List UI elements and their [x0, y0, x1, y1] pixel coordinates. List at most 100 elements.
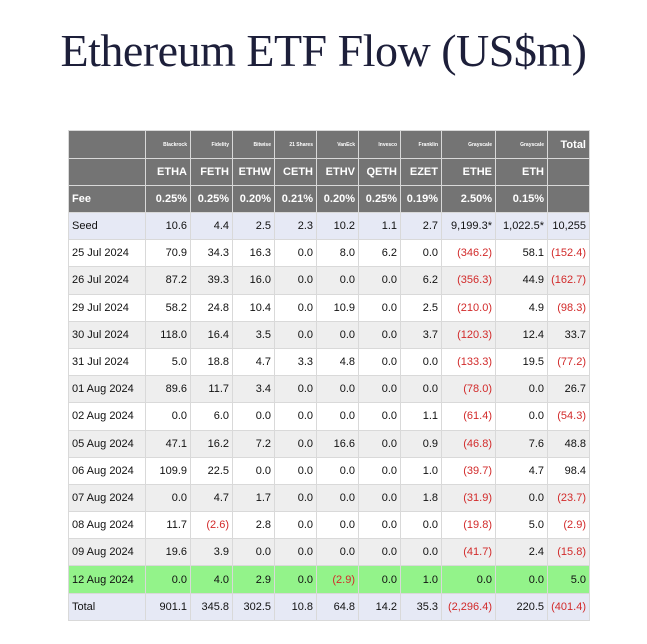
flow-cell: 345.8 [190, 592, 233, 621]
table-row: 29 Jul 2024 58.2 24.8 10.4 0.0 10.9 0.0 2.5 (210… [68, 293, 590, 322]
issuer-cell: Grayscale [441, 130, 496, 159]
flow-cell: 2.3 [274, 211, 317, 241]
flow-cell: 0.0 [145, 402, 191, 431]
table-row: 06 Aug 2024 109.9 22.5 0.0 0.0 0.0 0.0 1.0 (39.7… [68, 456, 590, 485]
flow-cell: (210.0) [441, 293, 496, 322]
fee-cell: 0.25% [190, 185, 233, 213]
flow-cell: 2.4 [495, 538, 548, 567]
row-total-cell: (401.4) [547, 592, 590, 621]
flow-cell: 0.0 [358, 375, 401, 404]
row-label: 01 Aug 2024 [68, 375, 146, 404]
flow-cell: 0.0 [274, 320, 317, 349]
flow-cell: (346.2) [441, 239, 496, 268]
flow-cell: 0.0 [400, 375, 442, 404]
flow-cell: 0.0 [316, 375, 359, 404]
flow-cell: 1.1 [400, 402, 442, 431]
flow-cell: 70.9 [145, 239, 191, 268]
row-total-cell: (2.9) [547, 511, 590, 540]
flow-cell: (46.8) [441, 429, 496, 458]
flow-cell: 10.2 [316, 211, 359, 241]
ticker-corner-cell [68, 158, 146, 186]
flow-cell: 5.0 [495, 511, 548, 540]
fee-cell: 0.19% [400, 185, 442, 213]
row-total-cell: (23.7) [547, 483, 590, 513]
issuer-cell: Grayscale [495, 130, 548, 159]
flow-cell: 12.4 [495, 320, 548, 349]
flow-cell: 4.4 [190, 211, 233, 241]
flow-cell: 0.0 [358, 402, 401, 431]
row-total-cell: (77.2) [547, 347, 590, 377]
flow-cell: (2.9) [316, 565, 359, 594]
flow-cell: 118.0 [145, 320, 191, 349]
flow-cell: 0.0 [274, 483, 317, 513]
flow-cell: 6.0 [190, 402, 233, 431]
flow-cell: 901.1 [145, 592, 191, 621]
flow-cell: 0.0 [358, 456, 401, 485]
row-label: Seed [68, 211, 146, 241]
flow-cell: 19.5 [495, 347, 548, 377]
table-row: 08 Aug 2024 11.7 (2.6) 2.8 0.0 0.0 0.0 0.0 (19.8… [68, 511, 590, 540]
table-row: 31 Jul 2024 5.0 18.8 4.7 3.3 4.8 0.0 0.0 (133.3)… [68, 347, 590, 377]
flow-cell: 0.0 [400, 347, 442, 377]
fee-header-row: Fee 0.25% 0.25% 0.20% 0.21% 0.20% 0.25% … [68, 185, 590, 213]
flow-cell: 109.9 [145, 456, 191, 485]
flow-cell: 4.8 [316, 347, 359, 377]
flow-cell: (61.4) [441, 402, 496, 431]
ticker-cell: FETH [190, 158, 233, 186]
flow-cell: 0.0 [495, 483, 548, 513]
flow-cell: 0.0 [274, 511, 317, 540]
flow-cell: 11.7 [190, 375, 233, 404]
flow-cell: 0.0 [358, 483, 401, 513]
row-total-cell: (152.4) [547, 239, 590, 268]
ticker-cell: ETHA [145, 158, 191, 186]
issuer-cell: VanEck [316, 130, 359, 159]
flow-cell: 4.0 [190, 565, 233, 594]
table-row: 02 Aug 2024 0.0 6.0 0.0 0.0 0.0 0.0 1.1 (61.4) 0.… [68, 402, 590, 431]
flow-cell: (2.6) [190, 511, 233, 540]
flow-cell: 16.0 [232, 266, 275, 295]
flow-cell: 10.6 [145, 211, 191, 241]
flow-cell: 0.0 [316, 511, 359, 540]
fee-total-cell [547, 185, 590, 213]
row-label: 29 Jul 2024 [68, 293, 146, 322]
table-row: 12 Aug 2024 0.0 4.0 2.9 0.0 (2.9) 0.0 1.0 0.0 0.0… [68, 565, 590, 594]
flow-cell: 0.0 [495, 565, 548, 594]
total-row: Total 901.1 345.8 302.5 10.8 64.8 14.2 35.3 (2,2… [68, 592, 590, 621]
row-total-cell: 33.7 [547, 320, 590, 349]
fee-cell: 0.25% [145, 185, 191, 213]
row-label: 09 Aug 2024 [68, 538, 146, 567]
flow-cell: 24.8 [190, 293, 233, 322]
row-total-cell: (162.7) [547, 266, 590, 295]
flow-cell: 3.7 [400, 320, 442, 349]
corner-cell [68, 130, 146, 159]
flow-cell: 64.8 [316, 592, 359, 621]
ticker-cell: EZET [400, 158, 442, 186]
flow-cell: 3.5 [232, 320, 275, 349]
flow-cell: 0.0 [441, 565, 496, 594]
flow-cell: 0.0 [358, 429, 401, 458]
issuer-cell: Blackrock [145, 130, 191, 159]
flow-cell: 1.1 [358, 211, 401, 241]
flow-cell: 34.3 [190, 239, 233, 268]
flow-cell: 10.4 [232, 293, 275, 322]
flow-cell: 0.0 [274, 375, 317, 404]
flow-cell: 0.0 [358, 293, 401, 322]
flow-cell: 11.7 [145, 511, 191, 540]
flow-cell: 0.0 [232, 538, 275, 567]
row-label: 07 Aug 2024 [68, 483, 146, 513]
flow-cell: 1.0 [400, 456, 442, 485]
row-total-cell: 26.7 [547, 375, 590, 404]
flow-cell: 58.1 [495, 239, 548, 268]
flow-cell: 0.0 [274, 266, 317, 295]
fee-cell: 0.20% [316, 185, 359, 213]
fee-label: Fee [68, 185, 146, 213]
flow-cell: 0.0 [274, 456, 317, 485]
table-row: 07 Aug 2024 0.0 4.7 1.7 0.0 0.0 0.0 1.8 (31.9) 0.… [68, 483, 590, 513]
flow-cell: 89.6 [145, 375, 191, 404]
flow-cell: 18.8 [190, 347, 233, 377]
issuer-cell: Invesco [358, 130, 401, 159]
flow-cell: 1.7 [232, 483, 275, 513]
flow-cell: 6.2 [358, 239, 401, 268]
flow-cell: 3.3 [274, 347, 317, 377]
page-title: Ethereum ETF Flow (US$m) [60, 25, 587, 76]
